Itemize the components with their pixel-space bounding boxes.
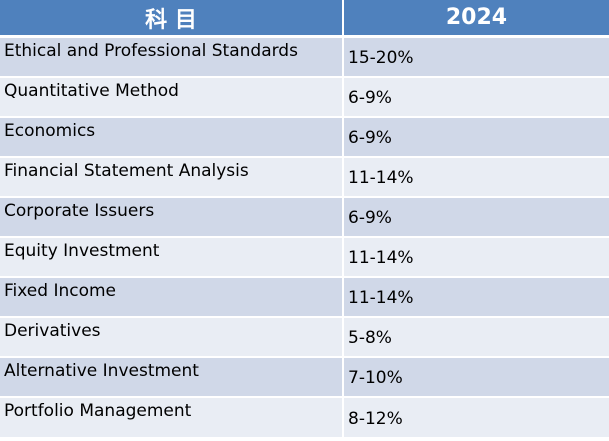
- table-row: Derivatives 5-8%: [0, 318, 609, 358]
- weight-cell: 8-12%: [344, 398, 609, 439]
- weight-cell: 11-14%: [344, 238, 609, 278]
- weight-cell: 15-20%: [344, 38, 609, 78]
- year-column-header: 2024: [344, 0, 609, 38]
- table-header-row: 科 目 2024: [0, 0, 609, 38]
- subject-cell: Ethical and Professional Standards: [0, 38, 344, 78]
- table-row: Financial Statement Analysis 11-14%: [0, 158, 609, 198]
- subject-cell: Alternative Investment: [0, 358, 344, 398]
- subject-cell: Equity Investment: [0, 238, 344, 278]
- table-row: Ethical and Professional Standards 15-20…: [0, 38, 609, 78]
- subject-cell: Derivatives: [0, 318, 344, 358]
- table-row: Alternative Investment 7-10%: [0, 358, 609, 398]
- table-row: Equity Investment 11-14%: [0, 238, 609, 278]
- subject-column-header: 科 目: [0, 0, 344, 38]
- subject-cell: Portfolio Management: [0, 398, 344, 439]
- subject-cell: Quantitative Method: [0, 78, 344, 118]
- weight-cell: 7-10%: [344, 358, 609, 398]
- subject-cell: Financial Statement Analysis: [0, 158, 344, 198]
- weight-cell: 11-14%: [344, 278, 609, 318]
- table-row: Portfolio Management 8-12%: [0, 398, 609, 439]
- table-row: Corporate Issuers 6-9%: [0, 198, 609, 238]
- weight-cell: 6-9%: [344, 78, 609, 118]
- subject-cell: Economics: [0, 118, 344, 158]
- weight-cell: 5-8%: [344, 318, 609, 358]
- subject-cell: Fixed Income: [0, 278, 344, 318]
- table-row: Quantitative Method 6-9%: [0, 78, 609, 118]
- subject-cell: Corporate Issuers: [0, 198, 344, 238]
- weight-cell: 11-14%: [344, 158, 609, 198]
- table-row: Fixed Income 11-14%: [0, 278, 609, 318]
- weight-cell: 6-9%: [344, 198, 609, 238]
- table-row: Economics 6-9%: [0, 118, 609, 158]
- weight-cell: 6-9%: [344, 118, 609, 158]
